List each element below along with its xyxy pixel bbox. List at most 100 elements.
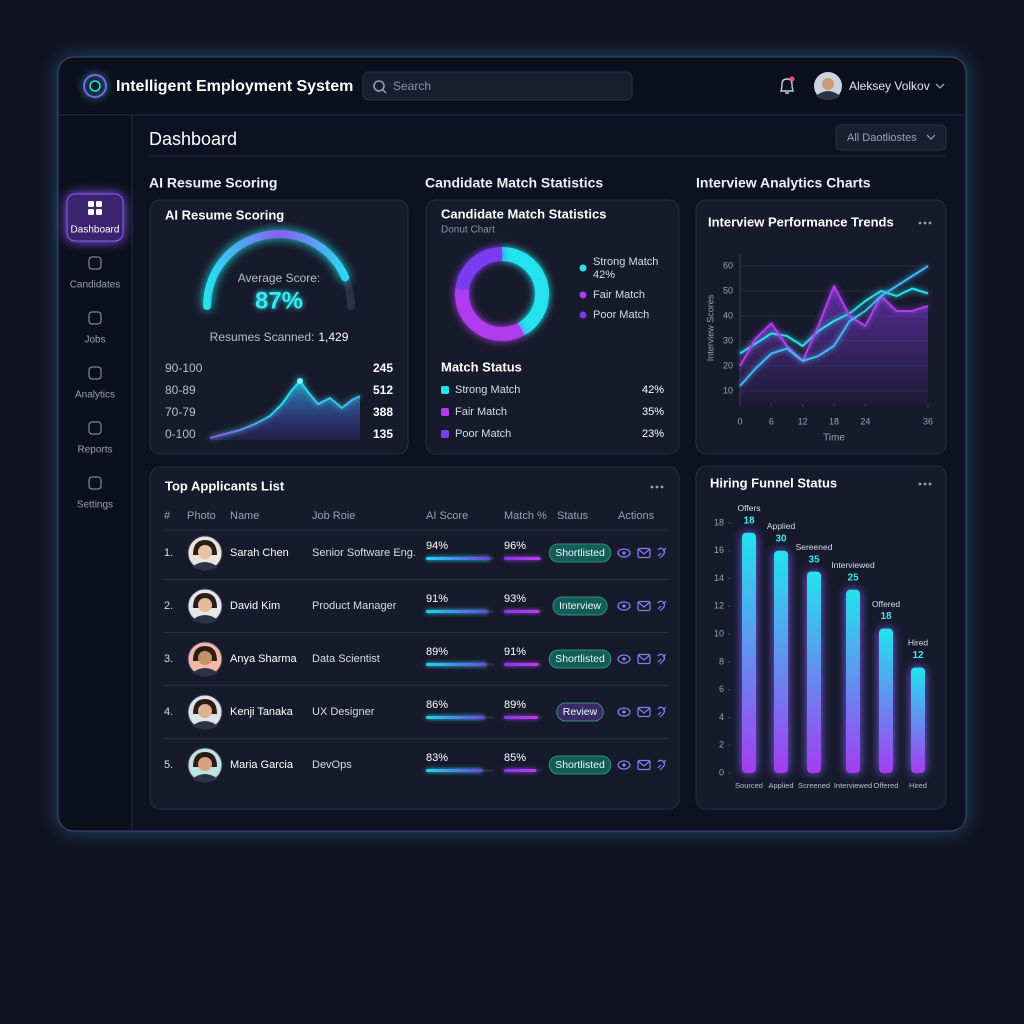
status-text[interactable]: Review	[563, 706, 598, 718]
match-bar	[504, 769, 537, 772]
notification-bell[interactable]	[780, 78, 794, 94]
stage-count: 12	[912, 650, 924, 661]
column-header: Job Roie	[312, 510, 355, 522]
y-tick-label: 40	[723, 310, 733, 320]
bar	[846, 589, 860, 773]
notification-dot	[789, 76, 795, 82]
status-text[interactable]: Shortlisted	[555, 759, 605, 771]
status-text[interactable]: Shortlisted	[555, 547, 605, 559]
x-tick-label: Screened	[798, 781, 830, 790]
line	[739, 285, 929, 367]
card-title: Top Applicants List	[165, 478, 285, 493]
action-view[interactable]	[617, 707, 631, 717]
status-label: Strong Match	[455, 384, 520, 396]
column-header: Name	[230, 510, 259, 522]
action-link[interactable]	[657, 600, 667, 612]
action-link[interactable]	[657, 706, 667, 718]
action-mail[interactable]	[637, 653, 651, 665]
action-link[interactable]	[657, 653, 667, 665]
legend-swatch	[579, 264, 587, 272]
ai-score-label: 89%	[426, 646, 448, 658]
match-label: 93%	[504, 593, 526, 605]
more-menu[interactable]	[928, 221, 932, 225]
x-tick-label: 24	[860, 416, 870, 426]
applicant-role: Product Manager	[312, 600, 397, 612]
more-menu[interactable]	[918, 221, 922, 225]
nav-label[interactable]: Reports	[77, 445, 112, 456]
filter-label: All Daotliostes	[847, 132, 917, 144]
nav-icon	[88, 209, 94, 215]
x-axis-label: Time	[823, 433, 845, 444]
action-view[interactable]	[617, 654, 631, 664]
nav-label[interactable]: Jobs	[84, 335, 105, 346]
applicant-role: Data Scientist	[312, 653, 380, 665]
status-text[interactable]: Interview	[559, 600, 601, 612]
nav-label[interactable]: Settings	[77, 500, 113, 511]
nav-icon	[88, 421, 102, 435]
match-bar	[504, 557, 541, 560]
applicant-body	[192, 668, 218, 676]
applicant-name: Maria Garcia	[230, 759, 294, 771]
action-mail[interactable]	[637, 547, 651, 559]
applicant-face	[198, 651, 212, 665]
more-menu[interactable]	[655, 485, 659, 489]
y-tick-label: 8	[719, 656, 724, 666]
row-index: 5.	[164, 759, 173, 771]
nav-icon	[88, 366, 102, 380]
applicant-role: Senior Software Eng.	[312, 547, 416, 559]
nav-label[interactable]: Candidates	[70, 280, 121, 291]
action-link[interactable]	[657, 759, 667, 771]
user-menu-chevron[interactable]	[935, 83, 945, 89]
y-tick-label: 12	[714, 601, 724, 611]
more-menu[interactable]	[918, 482, 922, 486]
status-chip[interactable]	[548, 543, 612, 563]
status-chip[interactable]	[548, 755, 612, 775]
applicant-body	[192, 562, 218, 570]
score-range: 0-100	[165, 427, 196, 441]
y-tick-label: 14	[714, 573, 724, 583]
legend-swatch	[579, 311, 587, 319]
action-view[interactable]	[617, 601, 631, 611]
status-chip[interactable]	[548, 649, 612, 669]
column-header: Status	[557, 510, 589, 522]
action-link[interactable]	[657, 547, 667, 559]
nav-label[interactable]: Dashboard	[71, 225, 120, 236]
action-view[interactable]	[617, 548, 631, 558]
x-tick-label: 6	[769, 416, 774, 426]
more-menu[interactable]	[923, 221, 927, 225]
search-placeholder: Search	[393, 79, 431, 93]
applicant-face	[198, 598, 212, 612]
x-tick-label: 0	[737, 416, 742, 426]
more-menu[interactable]	[660, 485, 664, 489]
status-chip[interactable]	[556, 702, 604, 722]
search-box[interactable]	[362, 71, 633, 101]
action-mail[interactable]	[637, 759, 651, 771]
more-menu[interactable]	[928, 482, 932, 486]
legend-value: 42%	[593, 269, 615, 281]
x-tick-label: Hired	[909, 781, 927, 790]
action-view-pupil	[622, 604, 626, 608]
nav-icon	[88, 256, 102, 270]
ai-score-label: 91%	[426, 593, 448, 605]
stage-label: Interviewed	[831, 560, 875, 570]
action-mail[interactable]	[637, 706, 651, 718]
stage-count: 18	[743, 515, 755, 526]
user-avatar-body	[816, 91, 840, 100]
nav-active-bg[interactable]	[66, 193, 124, 242]
applicant-name: Sarah Chen	[230, 547, 289, 559]
status-value: 42%	[642, 384, 664, 396]
action-view[interactable]	[617, 760, 631, 770]
ai-score-bar	[426, 716, 485, 719]
status-chip[interactable]	[552, 596, 608, 616]
user-name[interactable]: Aleksey Volkov	[849, 79, 930, 93]
match-label: 96%	[504, 540, 526, 552]
action-view-pupil	[622, 657, 626, 661]
more-menu[interactable]	[923, 482, 927, 486]
more-menu[interactable]	[650, 485, 654, 489]
nav-label[interactable]: Analytics	[75, 390, 115, 401]
ai-score-bar	[426, 610, 488, 613]
action-mail[interactable]	[637, 600, 651, 612]
filter-dropdown[interactable]	[835, 124, 947, 151]
status-text[interactable]: Shortlisted	[555, 653, 605, 665]
card	[425, 199, 680, 455]
